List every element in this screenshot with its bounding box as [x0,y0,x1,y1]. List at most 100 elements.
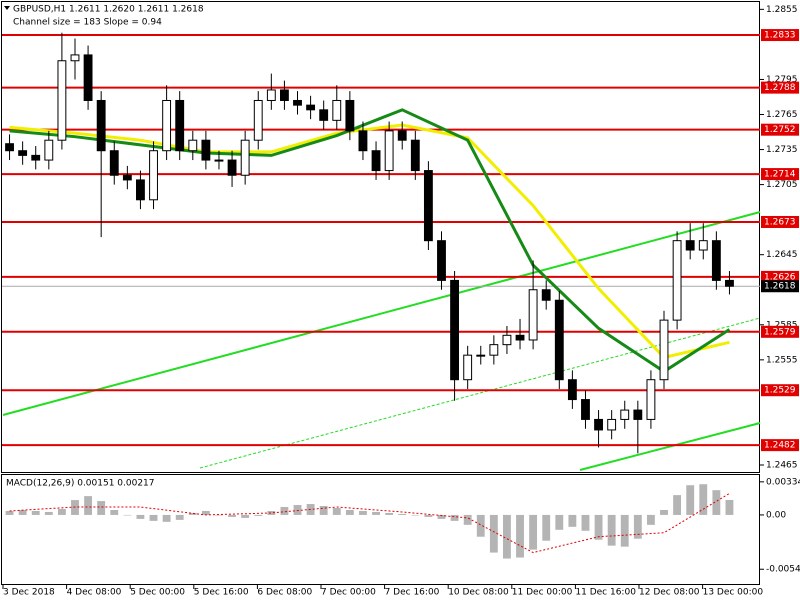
candle-body [70,54,80,62]
x-tick-label: 12 Dec 08:00 [639,588,700,598]
macd-bar [57,508,66,515]
macd-bar [241,514,250,518]
moving-average [9,108,731,374]
x-tick-label: 10 Dec 08:00 [448,588,509,598]
candle-body [227,159,237,176]
macd-bar [31,510,40,515]
candle-body [463,354,473,381]
macd-bar [620,514,629,547]
macd-bar [110,509,119,515]
x-tick-label: 11 Dec 00:00 [512,588,573,598]
level-label-box [761,29,799,42]
macd-bar [686,485,695,515]
candle-body [96,99,106,152]
candle-body [698,240,708,251]
candle-body [685,240,695,251]
macd-bar [267,510,276,515]
macd-bar [699,484,708,515]
candle-body [83,54,93,101]
level-label: 1.2482 [764,441,796,451]
candle-body [423,170,433,242]
macd-bar [542,514,551,541]
candle-body [136,179,145,201]
candle-body [567,379,577,401]
macd-bar [437,514,446,519]
candle-body [332,99,342,121]
macd-bar [359,510,367,515]
level-label-box [761,439,799,452]
y-tick-label: 0.00 [766,510,786,520]
level-label-box [761,123,799,136]
level-label: 1.2788 [764,83,796,93]
y-tick-label: 1.2585 [766,320,798,330]
macd-bar [581,514,590,531]
macd-bar [660,509,668,515]
level-label-box [761,81,799,94]
y-tick-label: 1.2465 [766,460,798,470]
channel-line [2,211,761,416]
candle-body [57,60,67,141]
macd-bar [516,514,524,558]
macd-bar [215,514,223,516]
y-tick-label: 0.00334 [766,477,800,487]
candle-body [384,130,394,172]
macd-bar [450,514,459,521]
candle-body [175,99,185,152]
candle-body [319,109,329,121]
level-label: 1.2714 [764,170,796,180]
macd-bar [529,514,538,550]
macd-bar [97,501,106,515]
level-label-box [761,270,799,283]
candle-body [5,143,14,152]
candle-body [450,279,460,381]
x-tick-label: 4 Dec 08:00 [67,588,122,598]
moving-average [9,123,730,360]
y-tick-label: 1.2795 [766,75,798,85]
candle-body [725,279,734,287]
macd-bar [18,509,27,515]
x-tick-label: 6 Dec 08:00 [257,588,312,598]
candle-body [476,354,486,357]
macd-bar [568,514,577,527]
chart-title: GBPUSD,H1 1.2611 1.2620 1.2611 1.2618 [13,5,204,15]
candle-body [528,289,538,341]
macd-bar [44,511,53,515]
level-label: 1.2833 [764,31,796,41]
candle-body [253,99,263,141]
macd-bar [633,514,642,539]
macd-signal [9,493,730,554]
macd-frame [1,474,760,585]
macd-bar [175,514,184,520]
x-tick-label: 5 Dec 16:00 [194,588,249,598]
candle-body [410,139,420,172]
x-tick-label: 13 Dec 00:00 [703,588,764,598]
macd-bar [594,514,603,540]
x-tick-label: 3 Dec 2018 [3,588,55,598]
candle-body [397,130,407,141]
macd-bar [84,496,93,515]
candle-body [358,130,368,152]
macd-bar [332,507,341,515]
price-frame [1,1,760,473]
level-label: 1.2673 [764,217,796,227]
macd-bar [280,507,289,515]
candle-body [122,174,132,181]
candle-body [607,418,617,431]
y-tick-label: 1.2855 [766,5,798,15]
macd-bar [293,505,302,515]
macd-bar [228,514,236,517]
x-tick-label: 7 Dec 00:00 [321,588,376,598]
level-label: 1.2626 [764,272,796,282]
candle-body [188,139,198,152]
macd-bar [319,506,328,515]
candle-body [44,139,54,161]
macd-bar [385,512,394,515]
level-label-box [761,215,799,228]
macd-bar [5,510,14,515]
last-price-label: 1.2618 [764,282,796,292]
y-tick-label: -0.00548 [766,565,800,575]
candle-body [201,139,211,161]
last-price-box [761,280,799,293]
